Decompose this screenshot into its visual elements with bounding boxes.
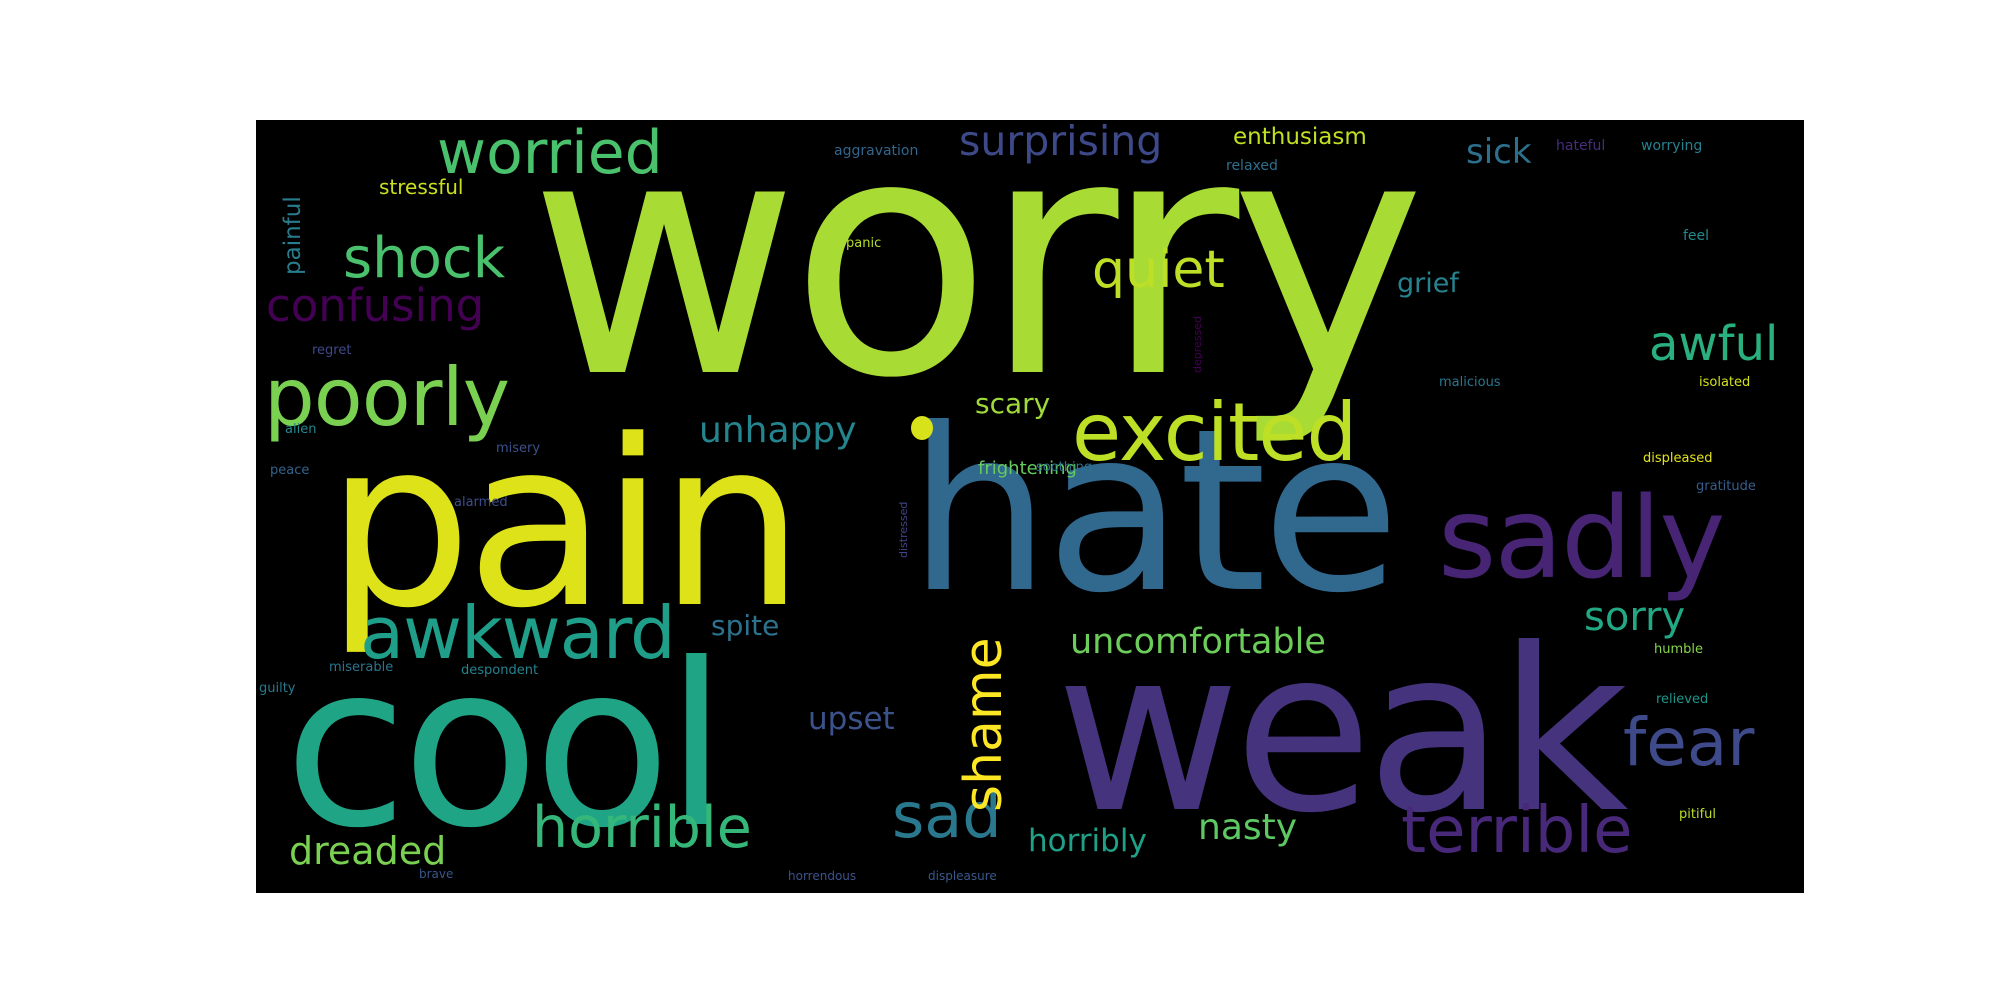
word-awkward: awkward <box>360 591 676 675</box>
word-scary: scary <box>975 387 1051 420</box>
word-displeasure: displeasure <box>928 869 997 883</box>
word-sick: sick <box>1466 132 1532 172</box>
word-uncomfortable: uncomfortable <box>1070 622 1326 662</box>
word-frightening: frightening <box>978 458 1077 479</box>
word-unhappy: unhappy <box>699 410 857 451</box>
word-nasty: nasty <box>1198 807 1298 848</box>
word-pitiful: pitiful <box>1679 807 1717 822</box>
word-fear: fear <box>1623 704 1755 781</box>
word-awful: awful <box>1649 316 1779 372</box>
word-terrible: terrible <box>1401 794 1633 868</box>
word-distressed: distressed <box>897 501 910 558</box>
word-worry: worry <box>529 120 1426 450</box>
word-quiet: quiet <box>1092 240 1225 300</box>
word-horrendous: horrendous <box>788 869 857 883</box>
word-alien: alien <box>285 422 317 437</box>
word-grief: grief <box>1397 268 1459 299</box>
word-horribly: horribly <box>1028 823 1147 859</box>
word-excited: excited <box>1072 386 1357 479</box>
word-spite: spite <box>711 609 780 642</box>
word-cloud: worry pain hate weak cool sadly excited … <box>256 120 1804 893</box>
word-gratitude: gratitude <box>1696 479 1756 494</box>
word-relieved: relieved <box>1656 692 1709 707</box>
word-hateful: hateful <box>1556 138 1606 154</box>
word-worried: worried <box>437 120 663 188</box>
word-surprising: surprising <box>959 120 1163 165</box>
word-isolated: isolated <box>1699 375 1751 390</box>
word-malicious: malicious <box>1439 375 1501 390</box>
word-dreaded: dreaded <box>289 829 447 873</box>
word-horrible: horrible <box>532 795 752 861</box>
word-stressful: stressful <box>379 175 464 199</box>
word-brave: brave <box>419 867 454 881</box>
word-regret: regret <box>312 343 352 358</box>
word-cool: cool <box>284 616 728 878</box>
word-sadly: sadly <box>1438 474 1725 604</box>
word-despondent: despondent <box>461 663 539 678</box>
word-sad: sad <box>892 779 1002 852</box>
word-aggravation: aggravation <box>834 143 919 159</box>
word-displeased: displeased <box>1643 451 1713 466</box>
word-enthusiasm: enthusiasm <box>1233 124 1367 150</box>
word-poorly: poorly <box>264 351 510 444</box>
word-upset: upset <box>808 701 895 737</box>
word-panic: panic <box>846 236 882 251</box>
dot-mark <box>911 416 933 440</box>
word-relaxed: relaxed <box>1226 158 1278 174</box>
word-guilty: guilty <box>259 681 296 696</box>
word-shame: shame <box>954 637 1014 812</box>
word-soothing: soothing <box>1036 460 1093 475</box>
word-miserable: miserable <box>329 660 394 675</box>
word-humble: humble <box>1654 642 1704 657</box>
word-confusing: confusing <box>266 279 485 332</box>
word-painful: painful <box>280 196 306 275</box>
word-hate: hate <box>908 381 1400 643</box>
word-depressed: depressed <box>1191 316 1204 373</box>
word-feel: feel <box>1683 228 1710 244</box>
word-alarmed: alarmed <box>454 495 508 510</box>
word-shock: shock <box>343 226 506 291</box>
word-worrying: worrying <box>1641 138 1703 154</box>
word-misery: misery <box>496 441 541 456</box>
word-weak: weak <box>1056 601 1629 863</box>
word-sorry: sorry <box>1584 594 1686 640</box>
word-pain: pain <box>326 392 805 659</box>
word-peace: peace <box>270 463 310 478</box>
